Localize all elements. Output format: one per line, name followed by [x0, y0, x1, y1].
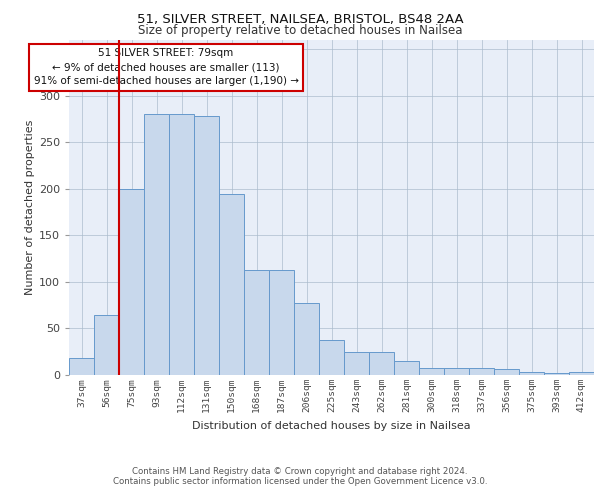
Bar: [369, 352, 394, 375]
Bar: [269, 270, 294, 375]
Bar: [194, 116, 219, 375]
Bar: [469, 368, 494, 375]
X-axis label: Distribution of detached houses by size in Nailsea: Distribution of detached houses by size …: [192, 420, 471, 430]
Bar: [569, 372, 594, 375]
Bar: [169, 114, 194, 375]
Bar: [444, 368, 469, 375]
Bar: [319, 340, 344, 375]
Bar: [144, 114, 169, 375]
Bar: [119, 189, 144, 375]
Bar: [519, 372, 544, 375]
Bar: [244, 270, 269, 375]
Bar: [344, 352, 369, 375]
Bar: [294, 304, 319, 375]
Bar: [219, 194, 244, 375]
Bar: [394, 361, 419, 375]
Bar: [69, 358, 94, 375]
Text: Contains HM Land Registry data © Crown copyright and database right 2024.: Contains HM Land Registry data © Crown c…: [132, 467, 468, 476]
Text: 51, SILVER STREET, NAILSEA, BRISTOL, BS48 2AA: 51, SILVER STREET, NAILSEA, BRISTOL, BS4…: [137, 12, 463, 26]
Bar: [494, 370, 519, 375]
Text: 51 SILVER STREET: 79sqm
← 9% of detached houses are smaller (113)
91% of semi-de: 51 SILVER STREET: 79sqm ← 9% of detached…: [34, 48, 299, 86]
Bar: [419, 368, 444, 375]
Text: Contains public sector information licensed under the Open Government Licence v3: Contains public sector information licen…: [113, 477, 487, 486]
Bar: [94, 314, 119, 375]
Bar: [544, 373, 569, 375]
Y-axis label: Number of detached properties: Number of detached properties: [25, 120, 35, 295]
Text: Size of property relative to detached houses in Nailsea: Size of property relative to detached ho…: [138, 24, 462, 37]
